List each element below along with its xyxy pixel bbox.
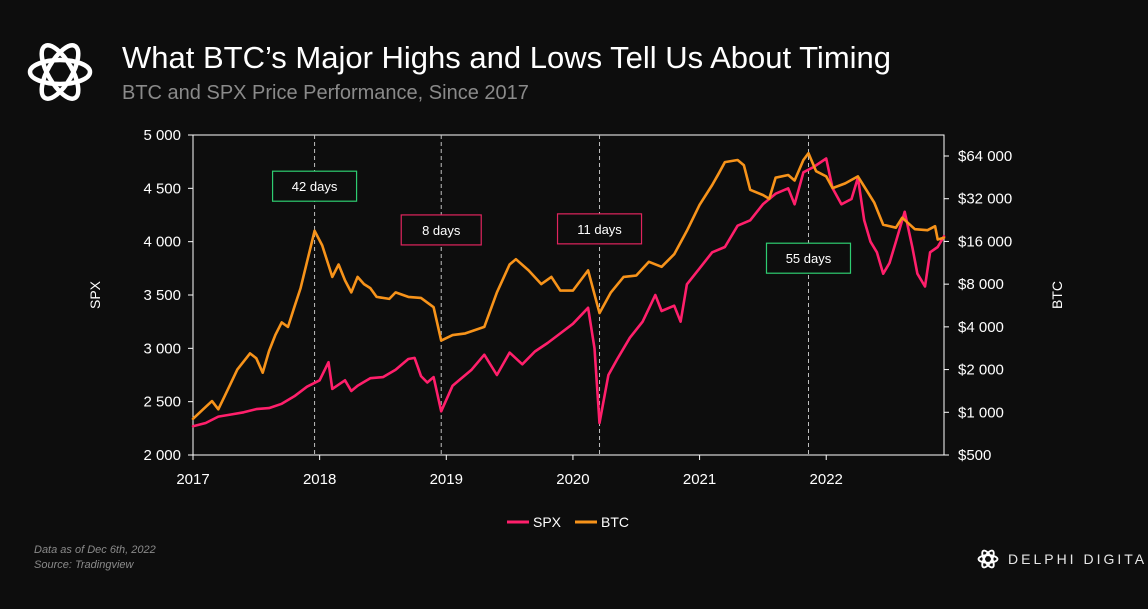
y-right-tick-label: $64 000	[958, 148, 1012, 165]
brand-name: DELPHI DIGITAL	[1008, 551, 1148, 567]
y-right-tick-label: $2 000	[958, 362, 1004, 379]
data-date-note: Data as of Dec 6th, 2022	[34, 544, 156, 556]
annotation-label: 8 days	[422, 223, 461, 238]
annotation-label: 42 days	[292, 179, 338, 194]
annotation-box	[271, 170, 358, 202]
annotation-box	[556, 213, 643, 245]
y-right-axis-label: BTC	[1049, 281, 1065, 309]
x-tick-label: 2019	[430, 471, 463, 488]
brand-mark: DELPHI DIGITAL	[976, 546, 1148, 572]
annotation-label: 11 days	[577, 222, 622, 237]
source-note: Source: Tradingview	[34, 559, 134, 571]
y-right-tick-label: $4 000	[958, 319, 1004, 336]
y-left-tick-label: 2 000	[143, 447, 181, 464]
annotation-box	[400, 214, 482, 246]
legend-label: BTC	[601, 514, 629, 530]
y-left-tick-label: 2 500	[143, 394, 181, 411]
annotation-box	[765, 242, 852, 274]
x-tick-label: 2018	[303, 471, 336, 488]
y-left-tick-label: 5 000	[143, 127, 181, 144]
y-left-tick-label: 3 000	[143, 340, 181, 357]
y-right-tick-label: $8 000	[958, 276, 1004, 293]
legend-label: SPX	[533, 514, 562, 530]
x-tick-label: 2022	[810, 471, 843, 488]
btc-series-line	[191, 151, 946, 421]
y-right-tick-label: $1 000	[958, 404, 1004, 421]
y-left-tick-label: 4 000	[143, 234, 181, 251]
y-right-tick-label: $32 000	[958, 191, 1012, 208]
delphi-knot-icon	[27, 43, 93, 101]
x-tick-label: 2020	[556, 471, 589, 488]
y-left-tick-label: 4 500	[143, 180, 181, 197]
footer-notes: Data as of Dec 6th, 2022 Source: Trading…	[34, 543, 156, 573]
chart-subtitle: BTC and SPX Price Performance, Since 201…	[122, 82, 529, 104]
y-right-tick-label: $16 000	[958, 233, 1012, 250]
x-tick-label: 2017	[176, 471, 209, 488]
y-left-axis-label: SPX	[87, 280, 103, 309]
x-tick-label: 2021	[683, 471, 716, 488]
y-right-tick-label: $500	[958, 447, 991, 464]
brand-logo-icon	[977, 549, 999, 569]
y-left-tick-label: 3 500	[143, 287, 181, 304]
spx-series-line	[191, 157, 946, 428]
annotation-label: 55 days	[786, 251, 832, 266]
chart-title: What BTC’s Major Highs and Lows Tell Us …	[122, 40, 892, 75]
